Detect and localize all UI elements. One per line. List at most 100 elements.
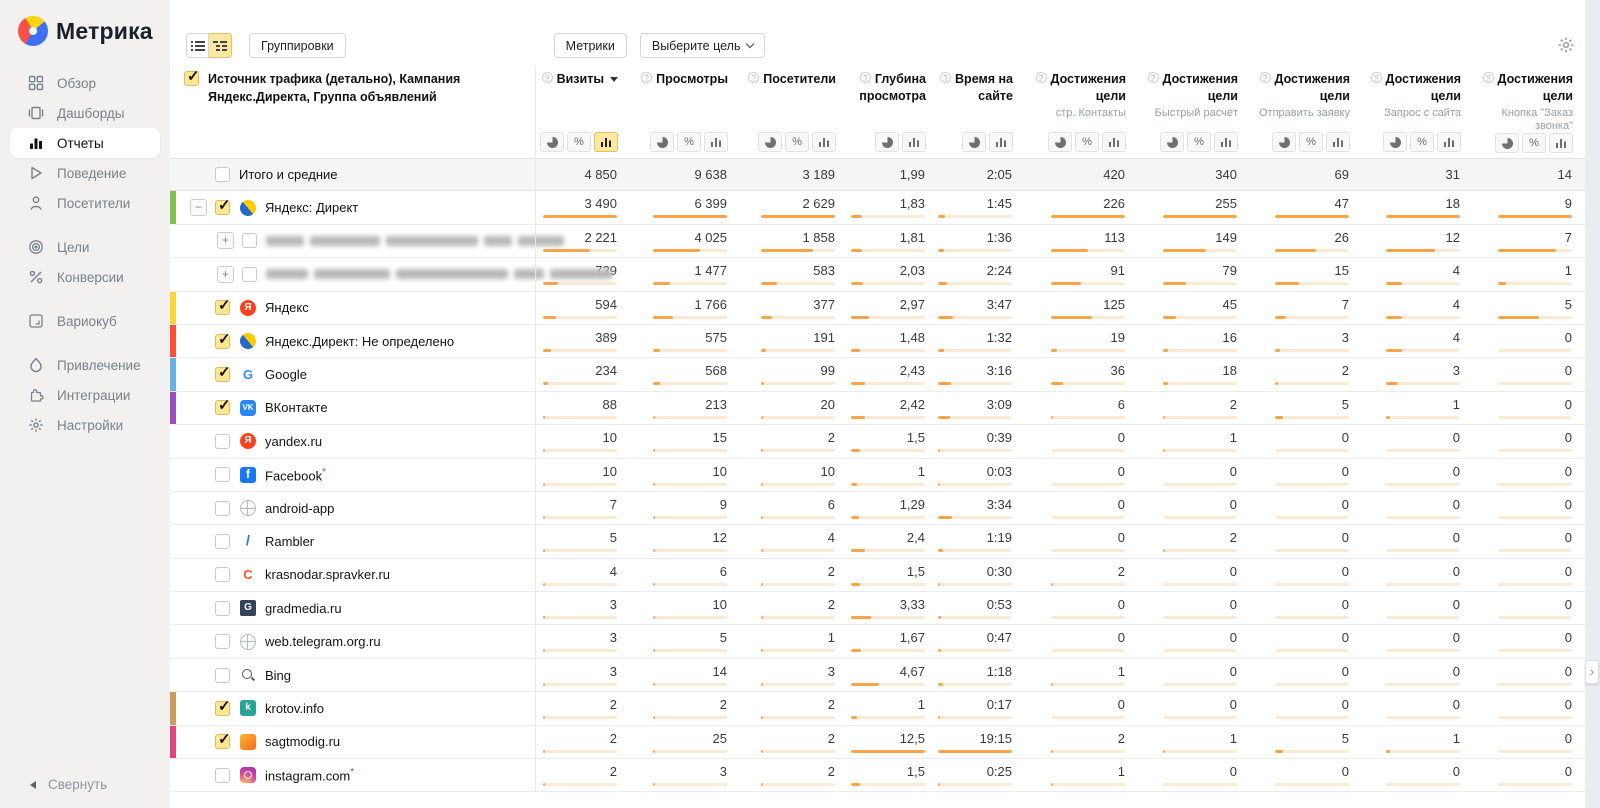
value-bar (1386, 716, 1460, 720)
metric-column-label[interactable]: ? Глубина просмотра (859, 72, 926, 103)
question-icon[interactable]: ? (859, 72, 871, 83)
sidebar-item-reports[interactable]: Отчеты (10, 128, 160, 158)
row-checkbox[interactable] (215, 330, 231, 349)
row-checkbox[interactable] (215, 167, 230, 183)
bars-mode-button[interactable] (704, 132, 728, 152)
row-checkbox[interactable] (215, 467, 230, 483)
row-checkbox[interactable] (215, 533, 230, 549)
metric-value: 16 (1222, 329, 1237, 345)
question-icon[interactable]: ? (1259, 72, 1271, 83)
percent-mode-button[interactable]: % (785, 132, 809, 152)
value-bar (543, 449, 617, 453)
goal-select-dropdown[interactable]: Выберите цель (639, 33, 766, 58)
row-checkbox[interactable] (215, 634, 230, 650)
percent-mode-button[interactable]: % (1410, 132, 1434, 152)
row-checkbox[interactable] (242, 266, 257, 282)
pie-mode-button[interactable] (875, 132, 899, 152)
row-checkbox[interactable] (215, 433, 230, 449)
goal-name-label: стр. Контакты (1055, 106, 1126, 119)
bars-mode-button[interactable] (989, 132, 1013, 152)
gear-icon[interactable] (1557, 36, 1575, 59)
percent-mode-button[interactable]: % (677, 132, 701, 152)
question-icon[interactable]: ? (1482, 72, 1494, 83)
row-checkbox[interactable] (215, 567, 230, 583)
metric-column-label[interactable]: ? Просмотры (641, 71, 728, 88)
select-all-checkbox[interactable] (184, 67, 200, 86)
sidebar-item-conversions[interactable]: Конверсии (10, 262, 160, 292)
pie-mode-button[interactable] (1272, 132, 1296, 152)
bars-mode-button[interactable] (1549, 133, 1573, 154)
metric-column-label[interactable]: ? Время на сайте (934, 71, 1013, 105)
pie-mode-button[interactable] (962, 132, 986, 152)
collapse-sidebar-button[interactable]: Свернуть (30, 777, 107, 792)
sidebar-item-settings[interactable]: Настройки (10, 410, 160, 440)
bars-mode-button[interactable] (1214, 132, 1238, 152)
scroll-next-icon[interactable]: › (1585, 660, 1599, 684)
row-checkbox[interactable] (215, 196, 231, 216)
row-checkbox[interactable] (215, 396, 231, 416)
question-icon[interactable]: ? (1035, 72, 1047, 83)
metric-cell: 1 477 (625, 258, 735, 290)
percent-mode-button[interactable]: % (1522, 133, 1546, 154)
sidebar-item-overview[interactable]: Обзор (10, 68, 160, 98)
row-checkbox[interactable] (242, 233, 257, 249)
metric-column-label[interactable]: ? Достижения цели (1246, 71, 1350, 105)
percent-mode-button[interactable]: % (1075, 132, 1099, 152)
bars-mode-button[interactable] (1102, 132, 1126, 152)
pie-mode-button[interactable] (1160, 132, 1184, 152)
bars-mode-button[interactable] (594, 132, 618, 152)
sidebar-item-attraction[interactable]: Привлечение (10, 350, 160, 380)
metric-column-label[interactable]: ? Посетители (748, 71, 836, 88)
row-checkbox[interactable] (215, 296, 231, 316)
bars-mode-button[interactable] (1437, 132, 1461, 152)
metrics-button[interactable]: Метрики (553, 33, 627, 58)
sidebar-item-variocube[interactable]: Вариокуб (10, 306, 160, 336)
metric-column-label[interactable]: ? Достижения цели (1134, 71, 1238, 105)
row-checkbox[interactable] (215, 767, 230, 783)
bars-mode-button[interactable] (812, 132, 836, 152)
sidebar-item-dashboards[interactable]: Дашборды (10, 98, 160, 128)
percent-mode-button[interactable]: % (1299, 132, 1323, 152)
metric-value: 0 (1341, 430, 1349, 446)
pie-mode-button[interactable] (758, 132, 782, 152)
row-checkbox[interactable] (215, 500, 230, 516)
expand-toggle[interactable]: − (190, 199, 207, 217)
question-icon[interactable]: ? (641, 72, 653, 83)
percent-mode-button[interactable]: % (1187, 132, 1211, 152)
sidebar-item-behavior[interactable]: Поведение (10, 158, 160, 188)
question-icon[interactable]: ? (940, 72, 952, 83)
metric-column-label[interactable]: ? Визиты (541, 71, 618, 88)
metric-column-label[interactable]: ? Достижения цели (1358, 71, 1461, 105)
tree-view-toggle[interactable] (209, 33, 232, 58)
bars-mode-button[interactable] (902, 132, 926, 152)
pie-mode-button[interactable] (1048, 132, 1072, 152)
expand-toggle[interactable]: + (217, 265, 234, 283)
row-checkbox[interactable] (215, 600, 230, 616)
gradmedia-favicon-icon: G (240, 600, 256, 617)
pie-mode-button[interactable] (540, 132, 564, 152)
question-icon[interactable]: ? (541, 72, 553, 83)
row-checkbox[interactable] (215, 730, 231, 750)
groupings-button[interactable]: Группировки (249, 33, 346, 58)
metric-column-label[interactable]: ? Достижения цели (1021, 71, 1126, 105)
metrika-logo[interactable]: Метрика (0, 0, 170, 46)
question-icon[interactable]: ? (748, 72, 760, 83)
sidebar-item-integrations[interactable]: Интеграции (10, 380, 160, 410)
list-view-toggle[interactable] (186, 33, 209, 58)
sidebar-item-visitors[interactable]: Посетители (10, 188, 160, 218)
row-checkbox[interactable] (215, 667, 230, 683)
metric-column-label[interactable]: ? Достижения цели (1469, 71, 1573, 105)
expand-toggle[interactable]: + (217, 232, 234, 250)
row-checkbox[interactable] (215, 363, 231, 383)
question-icon[interactable]: ? (1370, 72, 1382, 83)
percent-mode-button[interactable]: % (567, 132, 591, 152)
pie-mode-button[interactable] (1495, 133, 1519, 154)
row-checkbox[interactable] (215, 697, 231, 716)
question-icon[interactable]: ? (1147, 72, 1159, 83)
bars-mode-button[interactable] (1326, 132, 1350, 152)
sidebar-item-goals[interactable]: Цели (10, 232, 160, 262)
pie-mode-button[interactable] (1383, 132, 1407, 152)
metric-cell: 0 (1468, 659, 1580, 691)
metric-cell: 79 (1133, 258, 1245, 290)
pie-mode-button[interactable] (650, 132, 674, 152)
